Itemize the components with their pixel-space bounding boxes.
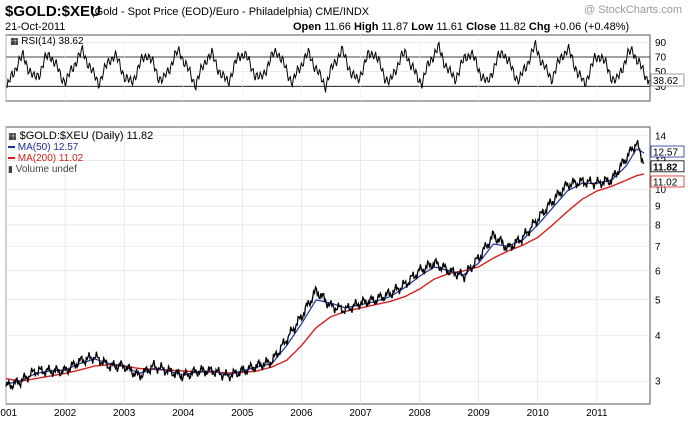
ma200-legend-label: MA(200) 11.02 (17, 153, 84, 164)
rsi-tick-label: 50 (655, 67, 667, 78)
rsi-tick-label: 90 (655, 38, 667, 49)
price-tick-label: 14 (655, 131, 667, 142)
rsi-series-line (6, 40, 650, 93)
ma50-last-tag: 12.57 (653, 148, 678, 159)
price-tick-label: 3 (655, 377, 661, 388)
x-tick-label: 2009 (468, 408, 491, 419)
price-tick-label: 5 (655, 295, 661, 306)
open-value: 11.66 (324, 21, 351, 33)
price-tick-label: 6 (655, 266, 661, 277)
chart-date: 21-Oct-2011 (5, 21, 66, 33)
rsi-legend-label: RSI(14) 38.62 (21, 36, 84, 47)
x-tick-label: 2006 (290, 408, 313, 419)
ohlc-readout: Open 11.66 High 11.87 Low 11.61 Close 11… (293, 22, 629, 33)
x-tick-label: 2007 (349, 408, 372, 419)
watermark: @ StockCharts.com (584, 4, 682, 16)
rsi-current-value: 38.62 (653, 76, 678, 87)
price-series-line (5, 140, 645, 391)
high-value: 11.87 (381, 21, 409, 33)
high-label: High (353, 21, 379, 33)
ma200-legend-swatch (8, 157, 15, 160)
x-tick-label: 2004 (172, 408, 195, 419)
price-panel-frame (5, 126, 651, 405)
rsi-axis: 30 50 70 90 38.62 (650, 38, 685, 93)
rsi-grid (5, 35, 650, 101)
ma50-legend: MA(50) 12.57 (8, 143, 78, 153)
low-value: 11.61 (436, 21, 464, 33)
rsi-tick-label: 70 (655, 53, 667, 64)
close-label: Close (466, 21, 497, 33)
chg-label: Chg (528, 21, 551, 33)
open-label: Open (293, 21, 322, 33)
ma200-last-tag: 11.02 (653, 177, 678, 188)
x-tick-label: 2010 (527, 408, 550, 419)
price-tick-label: 7 (655, 242, 661, 253)
price-legend-icon: ▦ (8, 131, 17, 141)
close-last-tag-box (650, 160, 685, 173)
rsi-legend-icon: ▦ (10, 36, 19, 46)
ma200-last-tag-box (650, 175, 685, 188)
x-tick-label: 2003 (113, 408, 136, 419)
close-last-tag: 11.82 (653, 162, 678, 173)
last-value-labels: 12.57 11.82 11.02 (650, 145, 685, 188)
price-tick-label: 9 (655, 202, 661, 213)
chg-value: +0.06 (+0.48%) (553, 21, 630, 33)
price-panel: 3456789101214 20012002200320042005200620… (0, 126, 685, 419)
price-tick-label: 4 (655, 331, 661, 342)
close-value: 11.82 (499, 21, 526, 33)
volume-legend-label: Volume undef (15, 164, 77, 175)
x-tick-label: 2011 (586, 408, 608, 419)
rsi-current-tag (650, 73, 685, 87)
low-label: Low (411, 21, 434, 33)
price-tick-label: 8 (655, 220, 661, 231)
x-tick-label: 2002 (54, 408, 77, 419)
rsi-legend: ▦ RSI(14) 38.62 (10, 37, 84, 47)
price-grid (5, 127, 650, 404)
ma50-last-tag-box (650, 145, 685, 158)
rsi-panel-frame (5, 34, 651, 102)
x-tick-label: 2005 (231, 408, 254, 419)
ma50-legend-label: MA(50) 12.57 (17, 142, 79, 153)
x-tick-label: 2008 (408, 408, 431, 419)
volume-legend: ▮ Volume undef (8, 165, 77, 175)
ma200-legend: MA(200) 11.02 (8, 154, 83, 164)
x-tick-label: 2001 (0, 408, 18, 419)
price-legend: ▦ $GOLD:$XEU (Daily) 11.82 (8, 131, 153, 142)
chart-description: (Gold - Spot Price (EOD)/Euro - Philadel… (91, 6, 370, 18)
price-x-axis: 2001 2002 2003 2004 2005 2006 2007 2008 2009 2010… (0, 408, 608, 419)
ma50-legend-swatch (8, 146, 15, 149)
volume-legend-icon: ▮ (8, 164, 13, 174)
chart-symbol: $GOLD:$XEU (5, 3, 101, 20)
price-tick-label: 10 (655, 185, 667, 196)
rsi-panel: 30 50 70 90 38.62 (5, 34, 685, 102)
rsi-tick-label: 30 (655, 82, 667, 93)
price-legend-label: $GOLD:$XEU (Daily) 11.82 (19, 130, 154, 142)
